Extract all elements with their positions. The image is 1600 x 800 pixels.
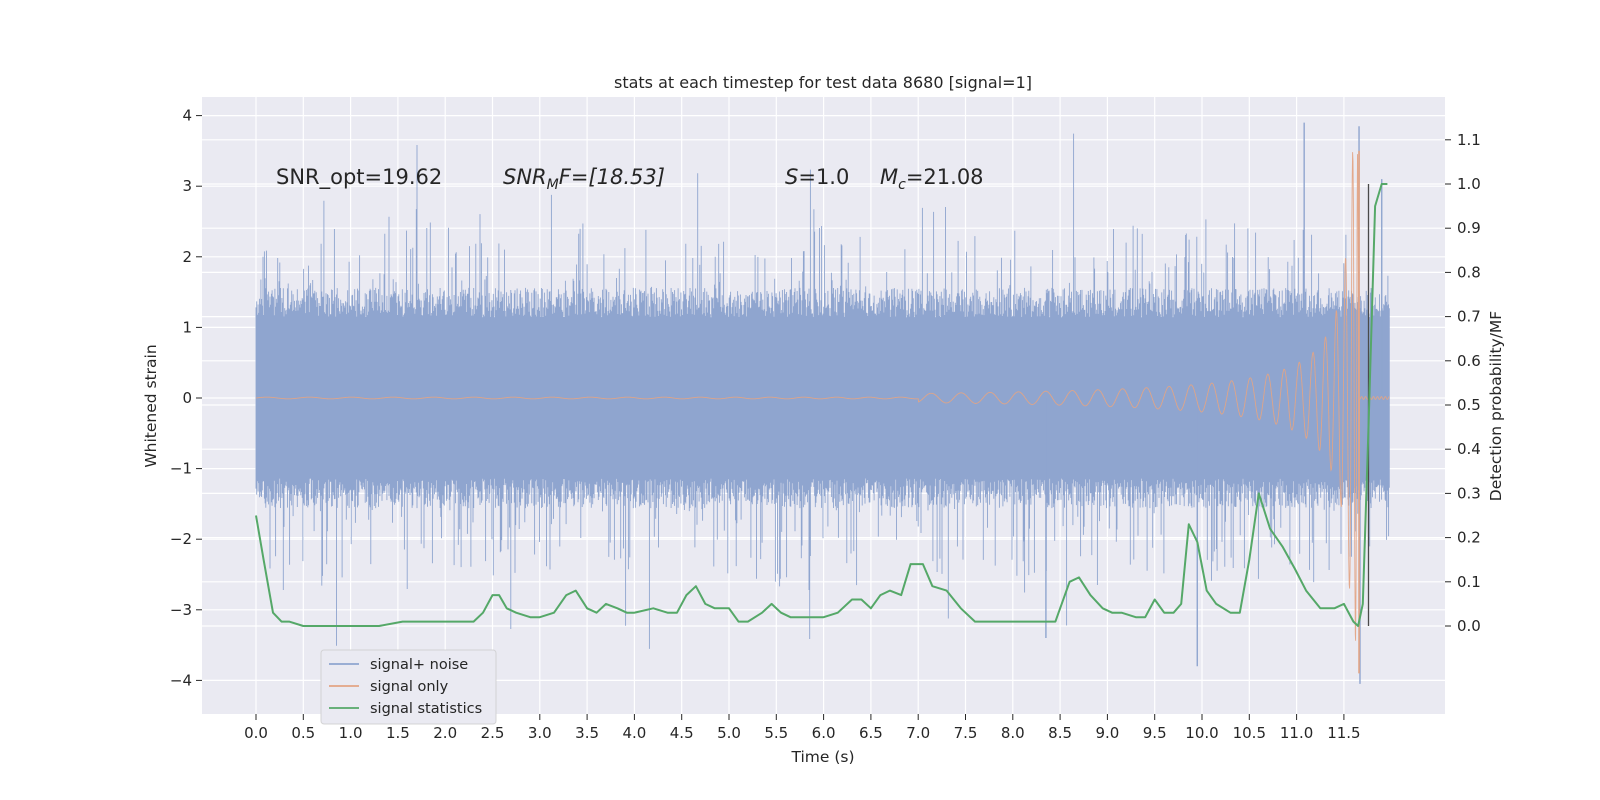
y-right-tick-label: 0.9 (1457, 219, 1481, 237)
y-right-tick-label: 1.1 (1457, 131, 1481, 149)
x-tick-label: 5.0 (717, 724, 741, 742)
series-signal-statistics (255, 183, 1388, 627)
y-tick-label: 0 (182, 389, 192, 407)
x-tick-label: 5.5 (764, 724, 788, 742)
y-right-tick-label: 0.5 (1457, 396, 1481, 414)
y-right-tick-label: 0.2 (1457, 529, 1481, 547)
x-tick-label: 10.0 (1185, 724, 1218, 742)
x-axis-title: Time (s) (790, 748, 854, 766)
y-right-tick-label: 0.0 (1457, 617, 1481, 635)
y-tick-label: −2 (170, 530, 192, 548)
y-axis-right-title: Detection probability/MF (1487, 311, 1505, 502)
x-tick-label: 6.5 (859, 724, 883, 742)
x-tick-label: 6.0 (812, 724, 836, 742)
x-tick-label: 4.5 (670, 724, 694, 742)
annotations: SNR_opt=19.62 SNRMF=[18.53] S=1.0 Mc=21.… (276, 165, 984, 193)
annotation-snr-opt: SNR_opt=19.62 (276, 165, 442, 190)
y-right-tick-label: 0.7 (1457, 308, 1481, 326)
y-tick-label: 1 (182, 318, 192, 336)
x-tick-label: 2.0 (433, 724, 457, 742)
legend-label-signal-only: signal only (370, 679, 449, 695)
x-tick-label: 8.0 (1001, 724, 1025, 742)
y-axis-left: 4 3 2 1 0 −1 −2 −3 −4 (170, 107, 202, 689)
signal-only-trace (255, 152, 1390, 641)
x-tick-label: 7.5 (954, 724, 978, 742)
x-tick-label: 1.5 (386, 724, 410, 742)
y-right-tick-label: 1.0 (1457, 175, 1481, 193)
x-tick-label: 11.5 (1327, 724, 1360, 742)
x-axis: 0.0 0.5 1.0 1.5 2.0 2.5 3.0 3.5 4.0 4.5 5.0 5.5 6.0 6… (244, 714, 1361, 742)
x-tick-label: 7.0 (906, 724, 930, 742)
x-tick-label: 9.5 (1143, 724, 1167, 742)
y-right-tick-label: 0.6 (1457, 352, 1481, 370)
y-right-tick-label: 0.4 (1457, 440, 1481, 458)
signal-statistics-line (255, 183, 1388, 627)
x-tick-label: 3.5 (575, 724, 599, 742)
y-right-tick-label: 0.1 (1457, 573, 1481, 591)
y-tick-label: −4 (170, 671, 192, 689)
y-axis-title: Whitened strain (142, 344, 160, 467)
legend-label-signal-noise: signal+ noise (370, 657, 468, 673)
x-tick-label: 4.0 (622, 724, 646, 742)
annotation-mc: Mc=21.08 (880, 165, 984, 193)
x-tick-label: 10.5 (1233, 724, 1266, 742)
x-tick-label: 2.5 (481, 724, 505, 742)
y-axis-right: 1.1 1.0 0.9 0.8 0.7 0.6 0.5 0.4 0.3 0.2 0.1 0.0 (1445, 131, 1481, 635)
y-right-tick-label: 0.3 (1457, 484, 1481, 502)
y-right-tick-label: 0.8 (1457, 263, 1481, 281)
x-tick-label: 11.0 (1280, 724, 1313, 742)
x-tick-label: 3.0 (528, 724, 552, 742)
legend-label-signal-statistics: signal statistics (370, 701, 482, 717)
y-tick-label: 2 (182, 248, 192, 266)
y-tick-label: 3 (182, 177, 192, 195)
annotation-s: S=1.0 (785, 165, 849, 189)
legend-box (320, 649, 497, 725)
y-tick-label: 4 (182, 107, 192, 125)
annotation-snr-mf: SNRMF=[18.53] (503, 165, 665, 193)
x-tick-label: 0.0 (244, 724, 268, 742)
legend: signal+ noise signal only signal statist… (320, 649, 497, 725)
x-tick-label: 0.5 (291, 724, 315, 742)
y-tick-label: −3 (170, 601, 192, 619)
y-tick-label: −1 (170, 460, 192, 478)
x-tick-label: 1.0 (339, 724, 363, 742)
x-tick-label: 8.5 (1048, 724, 1072, 742)
x-tick-label: 9.0 (1095, 724, 1119, 742)
chart-title: stats at each timestep for test data 868… (614, 73, 1032, 92)
series-signal-only (255, 150, 1390, 674)
